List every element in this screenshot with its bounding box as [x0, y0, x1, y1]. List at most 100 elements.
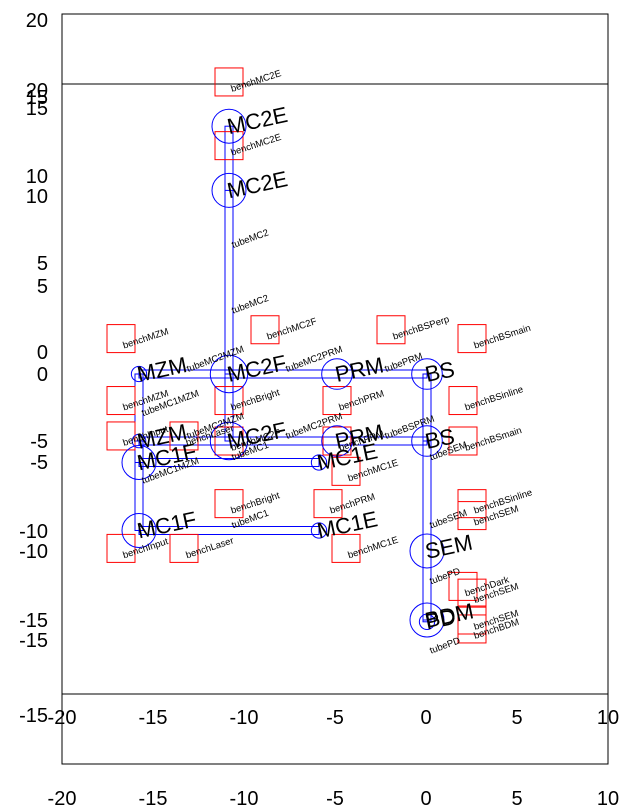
optic-circle: [411, 358, 443, 390]
bench-square: [331, 456, 361, 486]
optic-label: PRM: [333, 419, 386, 454]
optic-circle: [409, 533, 445, 569]
bench-label: benchMZM: [122, 326, 171, 351]
y-tick-label: 10: [26, 166, 48, 188]
bench-square: [214, 67, 244, 97]
optic-circle: [321, 425, 353, 457]
inner-y-tick-label: -5: [30, 452, 48, 474]
beam-tube: [138, 458, 320, 467]
optic-label: BS: [423, 356, 457, 387]
bench-square: [457, 324, 487, 354]
beam-tube: [422, 440, 432, 621]
optic-circle: [310, 454, 328, 471]
optic-label: MC1E: [315, 506, 380, 543]
bench-square: [106, 324, 136, 354]
y-tick-label: 5: [37, 253, 48, 275]
bench-square: [106, 386, 136, 416]
optic-circle: [321, 358, 353, 390]
bench-label: benchMC2F: [266, 316, 319, 343]
outer-plot-frame: [61, 13, 609, 765]
inner-y-tick-label: -10: [19, 541, 48, 563]
bench-label: benchBSmain: [464, 425, 524, 454]
inner-x-tick-label: -10: [230, 707, 259, 729]
inner-x-tick-label: -20: [48, 707, 77, 729]
bench-square: [214, 131, 244, 161]
bench-square: [457, 605, 487, 635]
optic-circle: [310, 522, 328, 539]
inner-x-tick-label: -5: [326, 707, 344, 729]
optic-label: MZM: [135, 352, 189, 387]
bench-layer: [106, 67, 487, 644]
optic-circle: [130, 365, 148, 383]
optic-circle: [209, 354, 249, 394]
bench-square: [322, 386, 352, 416]
inner-x-tick-label: 5: [511, 707, 522, 729]
optic-label: PD: [423, 604, 458, 635]
bench-label: benchMC1E: [347, 535, 400, 562]
x-tick-label: -15: [139, 788, 168, 810]
bench-label: benchMC2E: [230, 68, 283, 95]
bench-square: [106, 533, 136, 563]
optic-circle: [209, 421, 249, 461]
inner-y-tick-label: 20: [26, 80, 48, 102]
x-tick-label: -20: [48, 788, 77, 810]
optic-circle: [121, 445, 157, 480]
bench-label: benchBSinline: [464, 384, 525, 413]
label-layer: benchMC2E benchMC2F benchMZM benchBSPerp ben…: [122, 68, 534, 656]
optic-circle: [418, 613, 436, 630]
bench-square: [376, 315, 406, 345]
x-tick-label: 10: [597, 788, 619, 810]
optic-circle: [211, 172, 247, 208]
bench-square: [313, 489, 343, 519]
y-tick-label: 0: [37, 342, 48, 364]
optic-layer: [121, 108, 445, 638]
inner-y-tick-label: 10: [26, 186, 48, 208]
tube-label: tubeMC2: [230, 227, 270, 251]
x-tick-label: 5: [511, 788, 522, 810]
bench-square: [448, 386, 478, 416]
y-tick-label: -5: [30, 431, 48, 453]
bench-square: [214, 489, 244, 519]
inner-y-tick-label: -15: [19, 705, 48, 727]
tube-label: tubePD: [428, 566, 462, 587]
tube-label: tubePD: [428, 635, 462, 656]
tube-layer: [134, 125, 432, 623]
inner-y-tick-label: 15: [26, 98, 48, 120]
bench-square: [457, 578, 487, 608]
inner-y-tick-label: -15: [19, 630, 48, 652]
axis-ticks: -20 -15 -10 -5 0 5 10-20 -15 -10 -5 0 5 1020151050-5…: [19, 10, 619, 810]
optic-label: MC2E: [225, 166, 290, 203]
x-tick-label: 0: [420, 788, 431, 810]
inner-y-tick-label: 0: [37, 364, 48, 386]
beam-tube: [138, 526, 320, 535]
inner-x-tick-label: -15: [139, 707, 168, 729]
bench-square: [250, 315, 280, 345]
bench-square: [169, 421, 199, 451]
bench-square: [169, 533, 199, 563]
bench-square: [448, 426, 478, 456]
x-tick-label: -5: [326, 788, 344, 810]
beam-tube: [224, 125, 234, 375]
y-tick-label: 20: [26, 10, 48, 32]
bench-square: [214, 386, 244, 416]
bench-square: [214, 426, 244, 456]
optic-label: BS: [423, 423, 457, 454]
bench-label: benchPRM: [338, 388, 386, 413]
y-tick-label: -10: [19, 521, 48, 543]
inner-x-tick-label: 10: [597, 707, 619, 729]
optic-circle: [121, 513, 157, 548]
tube-label: tubePRM: [383, 351, 424, 375]
beam-tube: [224, 189, 234, 442]
y-tick-label: -15: [19, 610, 48, 632]
bench-square: [322, 426, 352, 456]
optic-label: PRM: [333, 352, 386, 387]
bench-label: benchBSPerp: [392, 314, 451, 343]
optic-circle: [411, 425, 443, 457]
x-tick-label: -10: [230, 788, 259, 810]
beam-tube: [422, 373, 432, 623]
tube-label: tubeSEM: [428, 508, 469, 532]
y-tick-label: 15: [26, 87, 48, 109]
inner-y-tick-label: 5: [37, 276, 48, 298]
bench-label: benchBSmain: [473, 323, 533, 352]
